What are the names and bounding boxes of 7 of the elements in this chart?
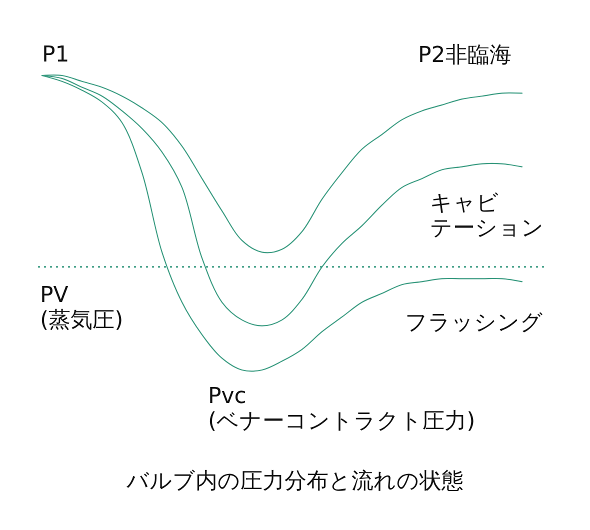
series-label: P2非臨海 bbox=[418, 43, 512, 68]
text: Pvc (ベナーコントラクト圧力) bbox=[208, 384, 476, 434]
annotation: P1 bbox=[42, 42, 70, 68]
ref-line-label: PV (蒸気圧) bbox=[40, 282, 124, 333]
text: バルブ内の圧力分布と流れの状態 bbox=[126, 469, 464, 494]
series-label: フラッシング bbox=[405, 310, 543, 336]
series-label: キャビテーション bbox=[430, 190, 544, 241]
